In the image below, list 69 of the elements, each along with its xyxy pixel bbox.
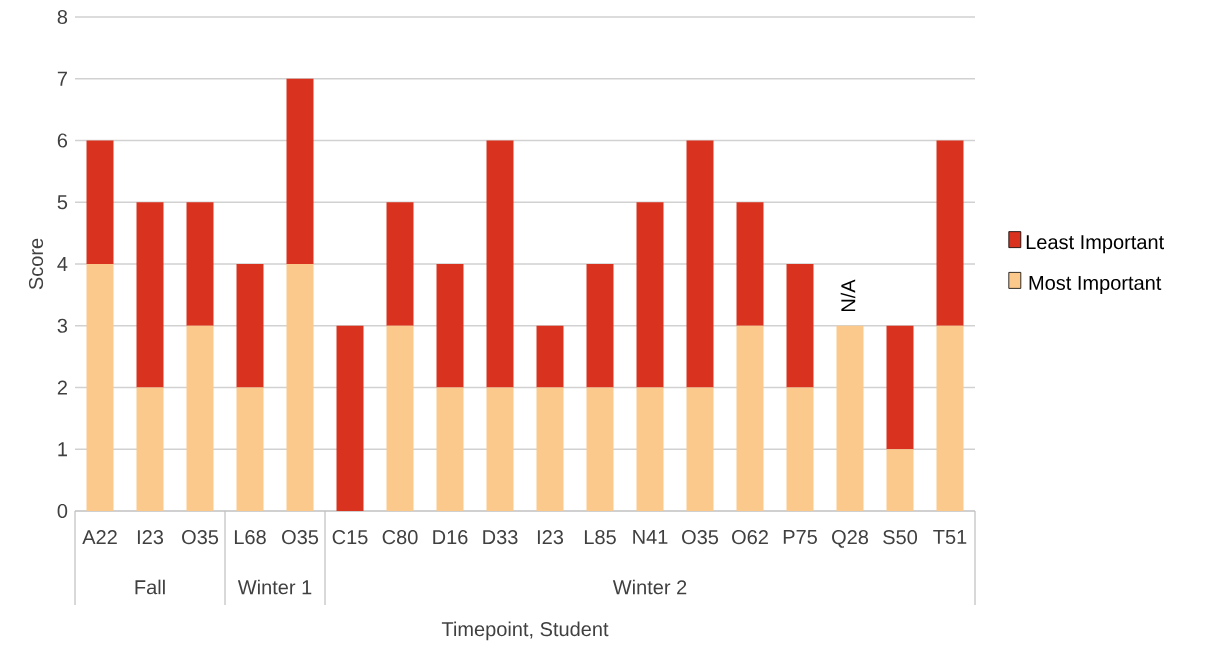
bar bbox=[886, 325, 914, 450]
bar bbox=[836, 325, 864, 512]
bar bbox=[136, 387, 164, 512]
bar bbox=[486, 387, 514, 512]
bar bbox=[286, 78, 314, 265]
x-tick-label: C15 bbox=[332, 530, 368, 545]
y-tick-label: 0 bbox=[57, 504, 68, 519]
y-tick-label: 8 bbox=[57, 10, 68, 25]
annotation: N/A bbox=[840, 279, 856, 312]
y-tick-label: 6 bbox=[57, 133, 68, 148]
bar bbox=[236, 264, 264, 388]
bar bbox=[936, 325, 964, 512]
x-tick-label: O62 bbox=[732, 530, 768, 545]
y-tick-label: 1 bbox=[58, 442, 67, 457]
bar bbox=[186, 202, 214, 326]
x-tick-label: N41 bbox=[633, 530, 668, 544]
x-tick-label: L85 bbox=[584, 530, 616, 545]
x-tick-label: S50 bbox=[883, 530, 918, 545]
x-tick-label: O35 bbox=[682, 530, 719, 545]
x-tick-label: O35 bbox=[182, 530, 219, 545]
bar bbox=[736, 202, 764, 326]
x-tick-label: Q28 bbox=[832, 530, 869, 548]
x-tick-label: I23 bbox=[137, 530, 164, 545]
bar bbox=[436, 387, 464, 512]
x-tick-label: P75 bbox=[783, 530, 817, 545]
bar bbox=[86, 264, 114, 512]
text: Winter 2 bbox=[612, 579, 687, 595]
x-tick-label: D16 bbox=[433, 530, 468, 545]
bar bbox=[636, 202, 664, 388]
bar bbox=[736, 325, 764, 512]
bar bbox=[86, 140, 114, 265]
x-tick-label: O35 bbox=[282, 530, 319, 545]
bar bbox=[136, 202, 164, 388]
bar bbox=[636, 387, 664, 512]
bar bbox=[386, 325, 414, 512]
bar bbox=[586, 264, 614, 388]
bar bbox=[686, 387, 714, 512]
x-tick-label: C80 bbox=[382, 530, 418, 545]
bar bbox=[486, 140, 514, 388]
bar bbox=[286, 264, 314, 512]
bar bbox=[586, 387, 614, 512]
x-tick-label: D33 bbox=[483, 530, 518, 545]
y-tick-label: 7 bbox=[57, 71, 67, 86]
bar bbox=[336, 325, 364, 512]
x-axis-title: Timepoint, Student bbox=[441, 621, 609, 641]
bar bbox=[236, 387, 264, 512]
bar bbox=[886, 449, 914, 512]
bar bbox=[536, 387, 564, 512]
text: Winter 1 bbox=[237, 579, 312, 595]
x-tick-label: A22 bbox=[82, 530, 117, 545]
x-tick-label: L68 bbox=[234, 530, 266, 545]
bar bbox=[686, 140, 714, 388]
legend-label: Most Important bbox=[1029, 276, 1162, 294]
bar bbox=[186, 325, 214, 512]
bar bbox=[536, 325, 564, 388]
bar bbox=[436, 264, 464, 388]
bar bbox=[786, 387, 814, 512]
y-tick-label: 4 bbox=[57, 257, 68, 271]
legend-label: Least Important bbox=[1026, 235, 1164, 254]
y-tick-label: 2 bbox=[57, 380, 67, 395]
x-tick-label: I23 bbox=[537, 530, 564, 545]
y-tick-label: 5 bbox=[57, 195, 68, 210]
y-axis-title: Score bbox=[28, 238, 44, 290]
bar bbox=[386, 202, 414, 326]
bar bbox=[936, 140, 964, 326]
text: Fall bbox=[135, 579, 165, 595]
y-tick-label: 3 bbox=[57, 318, 68, 333]
bar bbox=[786, 264, 814, 388]
x-tick-label: T51 bbox=[933, 530, 967, 545]
